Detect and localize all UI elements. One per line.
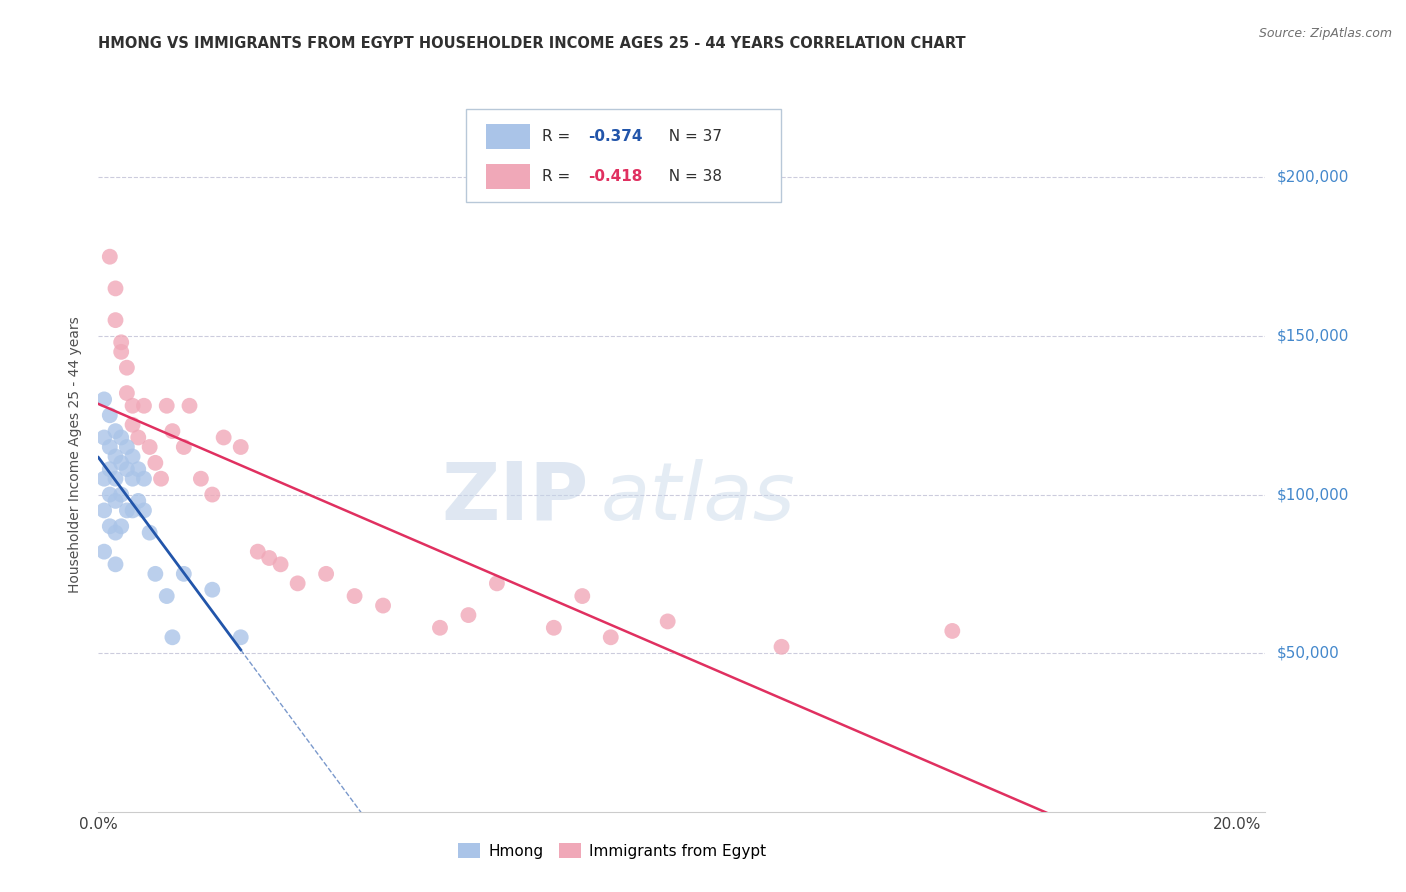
Point [485, 576, 508, 591]
Point [173, 566, 195, 581]
Legend: Hmong, Immigrants from Egypt: Hmong, Immigrants from Egypt [451, 837, 772, 864]
Text: R =: R = [541, 169, 575, 184]
Point [162, 630, 184, 644]
Point [156, 399, 179, 413]
Point [138, 440, 160, 454]
Point [93, 430, 115, 444]
Point [104, 281, 127, 295]
Point [104, 494, 127, 508]
Point [93, 392, 115, 407]
Point [121, 503, 143, 517]
Point [115, 503, 138, 517]
FancyBboxPatch shape [486, 123, 530, 149]
Point [229, 630, 252, 644]
Point [179, 399, 201, 413]
Point [110, 487, 132, 501]
Point [173, 440, 195, 454]
Point [121, 399, 143, 413]
Point [315, 566, 337, 581]
Point [127, 494, 149, 508]
Point [110, 430, 132, 444]
Point [104, 313, 127, 327]
Point [115, 462, 138, 476]
Y-axis label: Householder Income Ages 25 - 44 years: Householder Income Ages 25 - 44 years [69, 317, 83, 593]
Text: R =: R = [541, 128, 575, 144]
Text: $200,000: $200,000 [1277, 169, 1350, 185]
Point [110, 456, 132, 470]
Point [770, 640, 793, 654]
Point [115, 440, 138, 454]
Point [343, 589, 366, 603]
Point [98, 462, 121, 476]
Point [162, 424, 184, 438]
Point [93, 503, 115, 517]
Point [150, 472, 173, 486]
Point [429, 621, 451, 635]
Point [98, 250, 121, 264]
Point [121, 417, 143, 432]
Point [132, 472, 155, 486]
Point [138, 525, 160, 540]
Point [941, 624, 963, 638]
Point [121, 450, 143, 464]
Point [201, 487, 224, 501]
Point [104, 558, 127, 572]
Text: N = 38: N = 38 [658, 169, 721, 184]
Text: $150,000: $150,000 [1277, 328, 1350, 343]
Text: $50,000: $50,000 [1277, 646, 1340, 661]
Text: ZIP: ZIP [441, 458, 589, 537]
Point [571, 589, 593, 603]
Text: N = 37: N = 37 [658, 128, 721, 144]
Text: -0.418: -0.418 [589, 169, 643, 184]
Point [110, 344, 132, 359]
Point [156, 589, 179, 603]
Point [190, 472, 212, 486]
Text: -0.374: -0.374 [589, 128, 643, 144]
Point [93, 472, 115, 486]
Point [287, 576, 309, 591]
Point [132, 399, 155, 413]
Point [371, 599, 394, 613]
Point [121, 472, 143, 486]
Point [104, 424, 127, 438]
Text: atlas: atlas [600, 458, 794, 537]
Point [104, 525, 127, 540]
Point [246, 544, 269, 558]
Point [143, 456, 166, 470]
FancyBboxPatch shape [486, 164, 530, 189]
Point [657, 615, 679, 629]
FancyBboxPatch shape [465, 109, 782, 202]
Point [104, 472, 127, 486]
Point [257, 551, 280, 566]
Point [104, 450, 127, 464]
Point [110, 519, 132, 533]
Point [543, 621, 565, 635]
Point [110, 335, 132, 350]
Point [98, 409, 121, 423]
Point [201, 582, 224, 597]
Point [270, 558, 292, 572]
Text: HMONG VS IMMIGRANTS FROM EGYPT HOUSEHOLDER INCOME AGES 25 - 44 YEARS CORRELATION: HMONG VS IMMIGRANTS FROM EGYPT HOUSEHOLD… [98, 36, 966, 51]
Point [115, 386, 138, 401]
Point [115, 360, 138, 375]
Point [98, 519, 121, 533]
Point [599, 630, 621, 644]
Point [229, 440, 252, 454]
Point [127, 462, 149, 476]
Point [98, 487, 121, 501]
Point [93, 544, 115, 558]
Point [457, 608, 479, 623]
Point [127, 430, 149, 444]
Text: Source: ZipAtlas.com: Source: ZipAtlas.com [1258, 27, 1392, 40]
Point [212, 430, 235, 444]
Text: $100,000: $100,000 [1277, 487, 1350, 502]
Point [143, 566, 166, 581]
Point [132, 503, 155, 517]
Point [98, 440, 121, 454]
